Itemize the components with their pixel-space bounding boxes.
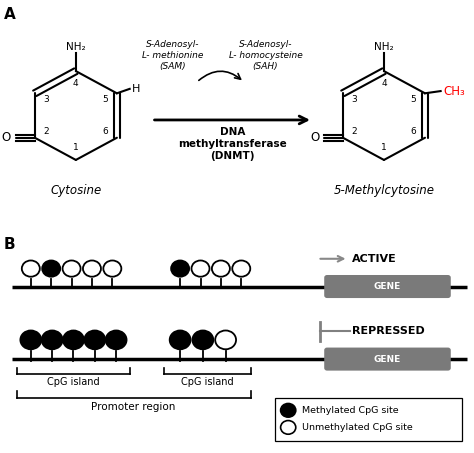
Text: B: B <box>4 237 16 252</box>
FancyArrowPatch shape <box>199 71 241 80</box>
Text: Cytosine: Cytosine <box>50 184 101 198</box>
Circle shape <box>212 260 230 277</box>
Text: 5: 5 <box>102 95 108 104</box>
Circle shape <box>215 331 236 349</box>
FancyBboxPatch shape <box>324 275 451 298</box>
Text: ACTIVE: ACTIVE <box>352 254 396 264</box>
Circle shape <box>20 331 41 349</box>
Circle shape <box>63 260 81 277</box>
Text: 3: 3 <box>352 95 357 104</box>
Text: 6: 6 <box>410 127 416 136</box>
Circle shape <box>232 260 250 277</box>
FancyBboxPatch shape <box>275 398 462 441</box>
Circle shape <box>42 260 60 277</box>
Text: 1: 1 <box>381 143 387 152</box>
Text: 4: 4 <box>73 79 79 88</box>
Text: CH₃: CH₃ <box>443 85 465 97</box>
Text: S-Adenosyl-
L- methionine
(SAM): S-Adenosyl- L- methionine (SAM) <box>142 40 204 71</box>
Text: Unmethylated CpG site: Unmethylated CpG site <box>302 423 413 432</box>
Text: GENE: GENE <box>374 282 401 291</box>
Text: DNA
methyltransferase
(DNMT): DNA methyltransferase (DNMT) <box>178 127 287 161</box>
Text: CpG island: CpG island <box>47 377 100 387</box>
Text: REPRESSED: REPRESSED <box>352 326 424 336</box>
FancyBboxPatch shape <box>324 347 451 371</box>
Text: 5: 5 <box>410 95 416 104</box>
Text: Methylated CpG site: Methylated CpG site <box>302 406 399 415</box>
Text: CpG island: CpG island <box>181 377 234 387</box>
Circle shape <box>103 260 121 277</box>
Text: A: A <box>4 7 16 22</box>
Circle shape <box>171 260 189 277</box>
Text: 6: 6 <box>102 127 108 136</box>
Text: 4: 4 <box>381 79 387 88</box>
Text: O: O <box>310 131 319 144</box>
Text: O: O <box>2 131 11 144</box>
Circle shape <box>84 331 105 349</box>
Circle shape <box>63 331 84 349</box>
Text: S-Adenosyl-
L- homocysteine
(SAH): S-Adenosyl- L- homocysteine (SAH) <box>228 40 302 71</box>
Text: 2: 2 <box>352 127 357 136</box>
Text: 2: 2 <box>44 127 49 136</box>
Text: GENE: GENE <box>374 355 401 364</box>
Text: NH₂: NH₂ <box>66 43 86 53</box>
Circle shape <box>106 331 127 349</box>
Circle shape <box>191 260 210 277</box>
Text: 3: 3 <box>44 95 49 104</box>
Circle shape <box>281 404 296 417</box>
Circle shape <box>42 331 63 349</box>
Text: 1: 1 <box>73 143 79 152</box>
Text: NH₂: NH₂ <box>374 43 394 53</box>
Circle shape <box>170 331 191 349</box>
Circle shape <box>281 420 296 434</box>
Text: Promoter region: Promoter region <box>91 402 176 412</box>
Circle shape <box>192 331 213 349</box>
Circle shape <box>83 260 101 277</box>
Circle shape <box>22 260 40 277</box>
Text: 5-Methylcytosine: 5-Methylcytosine <box>333 184 435 198</box>
Text: H: H <box>132 84 140 94</box>
